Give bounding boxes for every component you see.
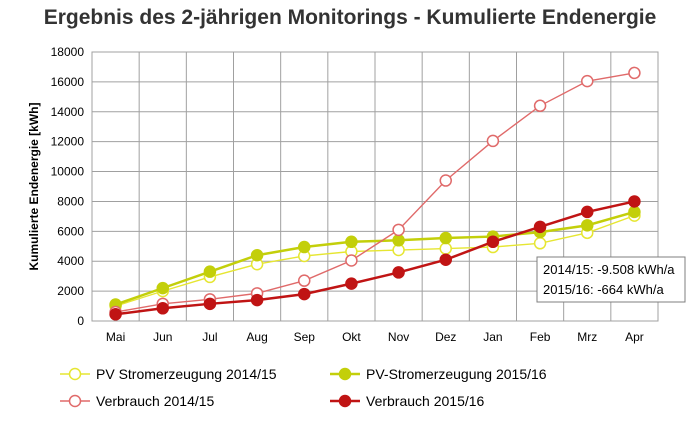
y-tick-label: 4000 (57, 254, 84, 268)
x-tick-label: Sep (294, 330, 316, 344)
annotation-text: 2014/15: -9.508 kWh/a (543, 262, 675, 277)
data-point-3 (392, 223, 405, 237)
y-tick-label: 6000 (57, 224, 84, 238)
data-point-2 (581, 219, 594, 232)
legend-label: PV-Stromerzeugung 2015/16 (366, 366, 547, 382)
data-point-3 (581, 74, 594, 88)
legend-marker (68, 394, 82, 408)
data-point-4 (533, 220, 547, 234)
x-tick-label: Feb (530, 330, 551, 344)
y-axis-title: Kumulierte Endenergie [kWh] (27, 102, 41, 270)
legend-label: PV Stromerzeugung 2014/15 (96, 366, 277, 382)
data-point-3 (345, 254, 358, 267)
x-tick-label: Okt (342, 330, 361, 344)
annotation-box (536, 256, 686, 303)
annotation-text: 2015/16: -664 kWh/a (543, 282, 664, 297)
y-tick-label: 10000 (51, 165, 85, 179)
series-line-2 (115, 210, 635, 306)
data-point-3 (298, 274, 311, 287)
data-point-3 (628, 66, 641, 80)
legend-label: Verbrauch 2014/15 (96, 393, 215, 409)
legend-label: Verbrauch 2015/16 (366, 393, 485, 409)
x-tick-label: Mai (106, 330, 125, 344)
data-point-4 (345, 277, 358, 290)
data-point-4 (486, 235, 500, 249)
series-line-3 (115, 72, 635, 313)
x-tick-label: Jul (202, 330, 217, 344)
data-point-2 (392, 234, 405, 247)
data-point-4 (628, 195, 641, 208)
x-tick-label: Dez (435, 330, 456, 344)
data-point-3 (486, 134, 500, 148)
legend-marker (338, 394, 352, 408)
y-tick-label: 2000 (57, 284, 84, 298)
data-point-2 (156, 281, 169, 295)
data-point-2 (298, 240, 311, 254)
data-point-4 (109, 308, 122, 321)
data-point-2 (345, 235, 358, 249)
data-point-4 (298, 287, 311, 301)
data-point-4 (581, 205, 594, 219)
legend-marker (68, 367, 82, 381)
chart-title: Ergebnis des 2-jährigen Monitorings - Ku… (43, 6, 657, 29)
data-point-4 (250, 293, 264, 307)
y-tick-label: 8000 (57, 194, 84, 208)
data-point-4 (392, 266, 405, 279)
x-tick-label: Nov (388, 330, 409, 344)
data-point-3 (533, 99, 547, 113)
data-point-2 (439, 231, 452, 245)
legend-marker (338, 367, 352, 381)
data-point-1 (533, 237, 547, 250)
series-line-4 (115, 200, 635, 316)
y-tick-label: 18000 (51, 45, 85, 59)
data-point-1 (439, 242, 452, 255)
data-point-4 (203, 297, 217, 311)
x-tick-label: Aug (246, 330, 267, 344)
x-tick-label: Jan (483, 330, 502, 344)
y-tick-label: 12000 (51, 135, 85, 149)
y-tick-label: 0 (77, 314, 84, 328)
y-tick-label: 16000 (51, 75, 85, 89)
data-point-2 (250, 248, 264, 262)
x-tick-label: Apr (625, 330, 644, 344)
data-point-4 (156, 302, 169, 315)
x-tick-label: Mrz (577, 330, 597, 344)
data-point-4 (439, 253, 452, 266)
series-line-1 (115, 214, 635, 307)
x-tick-label: Jun (153, 330, 172, 344)
data-point-3 (439, 174, 452, 187)
data-point-2 (628, 205, 641, 219)
y-tick-label: 14000 (51, 105, 85, 119)
data-point-2 (203, 265, 217, 278)
